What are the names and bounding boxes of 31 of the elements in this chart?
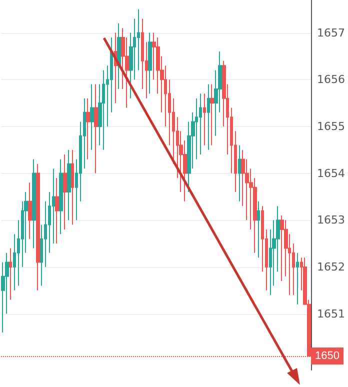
y-tick-label: 1651 xyxy=(317,307,346,320)
candlestick xyxy=(148,32,152,94)
candlestick xyxy=(210,84,214,146)
candlestick xyxy=(296,252,299,305)
candlestick xyxy=(90,84,94,150)
candlestick xyxy=(86,98,90,160)
candlestick xyxy=(63,154,67,230)
candlestick xyxy=(203,93,206,146)
candlestick xyxy=(94,84,98,174)
y-tick-label: 1657 xyxy=(317,26,346,40)
candlestick xyxy=(67,149,71,221)
candlestick xyxy=(59,158,63,235)
y-tick-label: 1652 xyxy=(317,260,346,274)
candlestick xyxy=(9,248,12,300)
y-tick-label: 1653 xyxy=(317,214,346,227)
candlestick xyxy=(32,158,36,249)
candlestick xyxy=(102,70,105,150)
candlestick xyxy=(207,84,210,150)
candlestick xyxy=(28,182,32,240)
candlestick xyxy=(36,163,40,291)
ref-line-label: 1650 xyxy=(315,350,340,362)
candlestick xyxy=(55,177,59,244)
candlestick xyxy=(71,149,74,226)
y-tick-label: 1654 xyxy=(317,166,346,180)
y-tick-label: 1656 xyxy=(317,73,346,86)
y-tick-label: 1655 xyxy=(317,120,346,133)
candlestick xyxy=(199,93,202,156)
candlestick xyxy=(257,200,260,258)
candlestick xyxy=(238,144,241,202)
candlestick xyxy=(280,214,284,282)
candlestick xyxy=(117,22,121,90)
